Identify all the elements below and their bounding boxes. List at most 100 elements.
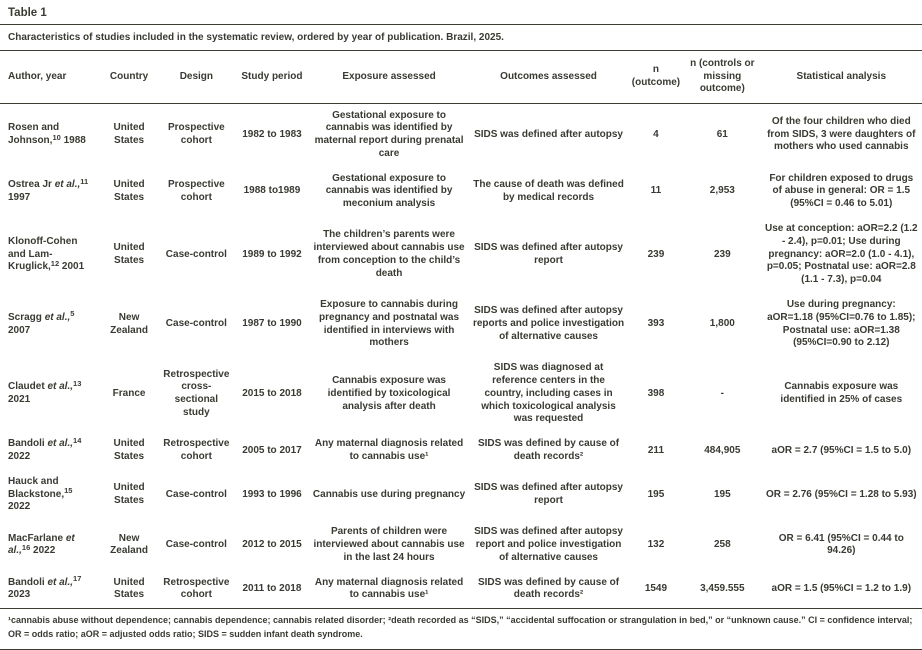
table-number: Table 1 xyxy=(8,7,47,19)
author-name: MacFarlane xyxy=(8,532,66,544)
cell-design: Retrospective cohort xyxy=(163,438,230,463)
cell-outcomes-assessed: SIDS was diagnosed at reference centers … xyxy=(481,362,616,425)
cell-n-outcome: 393 xyxy=(647,318,665,330)
column-header-study-period: Study period xyxy=(235,51,309,104)
cell-n-controls: 239 xyxy=(713,248,731,260)
cell-country: United States xyxy=(113,242,145,267)
cell-statistical-analysis: For children exposed to drugs of abuse i… xyxy=(769,172,914,210)
cell-n-outcome: 398 xyxy=(647,387,665,399)
cell-outcomes-assessed: SIDS was defined by cause of death recor… xyxy=(477,576,620,601)
author-publication-year: 1988 xyxy=(60,135,86,147)
cell-country: United States xyxy=(113,438,145,463)
cell-outcomes-assessed: SIDS was defined after autopsy xyxy=(474,128,623,140)
cell-country: United States xyxy=(113,179,145,203)
table-row: Scragg et al.,5 2007 New Zealand Case-co… xyxy=(0,293,922,356)
table-row: Rosen and Johnson,10 1988 United States … xyxy=(0,103,922,167)
cell-author-year: MacFarlane et al.,16 2022 xyxy=(0,520,100,570)
cell-study-period: 1987 to 1990 xyxy=(242,318,302,330)
author-name: Bandoli xyxy=(8,576,48,588)
cell-outcomes-assessed: The cause of death was defined by medica… xyxy=(473,179,624,203)
cell-country: New Zealand xyxy=(110,532,148,557)
cell-country: France xyxy=(112,387,146,399)
author-reference-number: 14 xyxy=(73,435,82,445)
cell-design: Retrospective cohort xyxy=(163,576,230,601)
cell-outcomes-assessed: SIDS was defined by cause of death recor… xyxy=(477,438,620,463)
cell-statistical-analysis: Use during pregnancy: aOR=1.18 (95%CI=0.… xyxy=(767,299,916,349)
cell-country: New Zealand xyxy=(110,311,148,336)
column-header-author-year: Author, year xyxy=(0,51,101,104)
author-name: Hauck and Blackstone, xyxy=(8,475,65,500)
cell-author-year: Claudet et al.,13 2021 xyxy=(0,356,100,432)
table-row: MacFarlane et al.,16 2022 New Zealand Ca… xyxy=(0,520,922,570)
cell-design: Case-control xyxy=(165,539,227,551)
cell-exposure-assessed: Gestational exposure to cannabis was ide… xyxy=(314,109,464,159)
table-header-row: Author, year Country Design Study period… xyxy=(0,51,922,104)
author-publication-year: 1997 xyxy=(8,191,31,203)
author-publication-year: 2023 xyxy=(8,589,31,601)
cell-author-year: Klonoff-Cohen and Lam-Kruglick,12 2001 xyxy=(0,217,100,293)
cell-study-period: 1988 to1989 xyxy=(243,185,301,197)
author-etal: et al., xyxy=(47,438,74,450)
author-reference-number: 12 xyxy=(50,258,60,268)
table-row: Ostrea Jr et al.,11 1997 United States P… xyxy=(0,167,922,217)
author-etal: et al., xyxy=(54,179,81,191)
studies-table: Author, year Country Design Study period… xyxy=(0,51,922,610)
cell-n-outcome: 4 xyxy=(653,128,659,140)
cell-study-period: 2012 to 2015 xyxy=(242,539,302,551)
cell-design: Prospective cohort xyxy=(168,122,225,147)
author-name: Bandoli xyxy=(8,438,48,450)
cell-exposure-assessed: Parents of children were interviewed abo… xyxy=(313,526,465,563)
cell-study-period: 1993 to 1996 xyxy=(242,488,302,500)
cell-country: United States xyxy=(113,482,145,507)
column-header-design: Design xyxy=(157,51,236,104)
cell-exposure-assessed: Exposure to cannabis during pregnancy an… xyxy=(319,299,460,349)
author-publication-year: 2001 xyxy=(59,261,85,273)
cell-n-controls: 258 xyxy=(713,539,731,551)
author-etal: et al., xyxy=(44,311,71,323)
table-row: Hauck and Blackstone,15 2022 United Stat… xyxy=(0,470,922,520)
cell-study-period: 2011 to 2018 xyxy=(242,583,302,594)
author-publication-year: 2007 xyxy=(8,324,31,336)
table-row: Klonoff-Cohen and Lam-Kruglick,12 2001 U… xyxy=(0,217,922,293)
author-reference-number: 10 xyxy=(52,132,61,142)
author-publication-year: 2022 xyxy=(8,451,31,463)
author-name: Claudet xyxy=(8,381,48,393)
cell-exposure-assessed: Gestational exposure to cannabis was ide… xyxy=(325,172,453,210)
table-footnote: ¹cannabis abuse without dependence; cann… xyxy=(0,609,922,650)
cell-n-outcome: 1549 xyxy=(644,583,668,594)
cell-exposure-assessed: The children’s parents were interviewed … xyxy=(313,229,465,279)
author-reference-number: 16 xyxy=(21,542,31,552)
cell-outcomes-assessed: SIDS was defined after autopsy report an… xyxy=(474,526,623,563)
cell-study-period: 1989 to 1992 xyxy=(242,248,302,260)
author-publication-year: 2022 xyxy=(30,545,56,557)
cell-study-period: 2005 to 2017 xyxy=(242,444,302,456)
cell-statistical-analysis: aOR = 2.7 (95%CI = 1.5 to 5.0) xyxy=(771,444,912,456)
cell-outcomes-assessed: SIDS was defined after autopsy reports a… xyxy=(472,305,625,343)
author-etal: et al., xyxy=(47,381,74,393)
cell-statistical-analysis: Of the four children who died from SIDS,… xyxy=(767,115,916,153)
cell-n-controls: 3,459.555 xyxy=(700,583,745,594)
cell-author-year: Hauck and Blackstone,15 2022 xyxy=(0,470,100,520)
cell-country: United States xyxy=(113,122,145,147)
cell-n-controls: - xyxy=(720,387,724,399)
author-reference-number: 15 xyxy=(64,486,73,496)
cell-n-controls: 195 xyxy=(713,488,731,500)
cell-exposure-assessed: Any maternal diagnosis related to cannab… xyxy=(314,438,464,463)
cell-statistical-analysis: Use at conception: aOR=2.2 (1.2 - 2.4), … xyxy=(765,223,918,286)
cell-design: Case-control xyxy=(165,248,227,260)
cell-statistical-analysis: OR = 2.76 (95%CI = 1.28 to 5.93) xyxy=(765,488,917,500)
author-name: Klonoff-Cohen and Lam-Kruglick, xyxy=(8,235,78,273)
cell-design: Case-control xyxy=(165,318,227,330)
cell-statistical-analysis: OR = 6.41 (95%CI = 0.44 to 94.26) xyxy=(778,532,904,557)
cell-exposure-assessed: Cannabis use during pregnancy xyxy=(312,488,466,500)
cell-n-outcome: 132 xyxy=(647,539,665,551)
author-name: Scragg xyxy=(8,311,45,323)
cell-statistical-analysis: Cannabis exposure was identified in 25% … xyxy=(780,381,903,406)
cell-design: Retrospective cross-sectional study xyxy=(163,368,230,419)
cell-author-year: Bandoli et al.,17 2023 xyxy=(0,571,100,609)
cell-n-controls: 2,953 xyxy=(709,185,735,197)
cell-author-year: Scragg et al.,5 2007 xyxy=(0,293,100,356)
cell-outcomes-assessed: SIDS was defined after autopsy report xyxy=(474,242,623,267)
author-reference-number: 5 xyxy=(70,309,75,319)
cell-country: United States xyxy=(113,576,145,601)
